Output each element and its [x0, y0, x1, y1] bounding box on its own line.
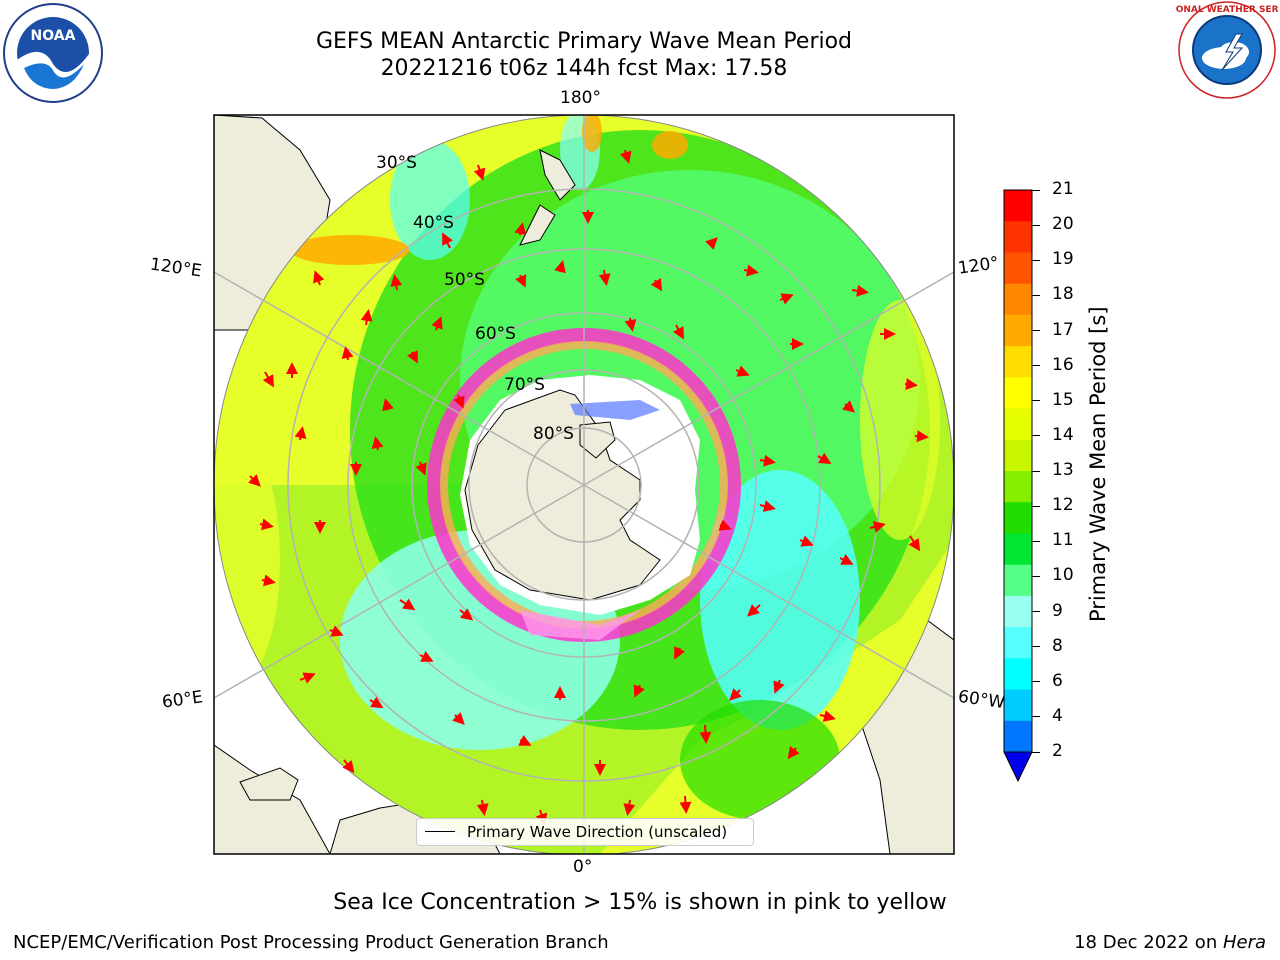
colorbar-swatch	[1004, 377, 1032, 410]
colorbar-tick-label: 11	[1052, 530, 1074, 551]
colorbar-tick-label: 12	[1052, 495, 1074, 516]
noaa-logo-icon: NOAA	[3, 3, 103, 103]
footer-right: 18 Dec 2022 on Hera	[1074, 932, 1266, 953]
lat-label-40s: 40°S	[413, 213, 454, 233]
colorbar-tick-mark	[1032, 470, 1040, 472]
sea-ice-caption: Sea Ice Concentration > 15% is shown in …	[333, 890, 947, 915]
colorbar-swatch	[1004, 314, 1032, 347]
svg-text:NATIONAL WEATHER SERVICE: NATIONAL WEATHER SERVICE	[1176, 5, 1278, 15]
footer-left: NCEP/EMC/Verification Post Processing Pr…	[13, 932, 609, 953]
title-line-2: 20221216 t06z 144h fcst Max: 17.58	[380, 56, 788, 81]
colorbar-tick-label: 9	[1052, 600, 1063, 621]
colorbar-tick-mark	[1032, 224, 1040, 226]
colorbar-tick-label: 21	[1052, 179, 1074, 199]
colorbar-swatch	[1004, 408, 1032, 441]
colorbar-tick-mark	[1032, 294, 1040, 296]
legend-line-icon	[425, 831, 455, 832]
colorbar-tick-label: 2	[1052, 741, 1063, 761]
noaa-logo-text: NOAA	[31, 28, 76, 44]
colorbar-tick-mark	[1032, 611, 1040, 612]
lat-label-80s: 80°S	[533, 424, 574, 444]
colorbar-swatch	[1004, 564, 1032, 597]
colorbar-swatch	[1004, 346, 1032, 378]
colorbar-tick-mark	[1032, 751, 1040, 753]
colorbar-tick-label: 4	[1052, 705, 1063, 726]
colorbar-tick-mark	[1032, 259, 1040, 261]
title-line-1: GEFS MEAN Antarctic Primary Wave Mean Pe…	[315, 29, 853, 54]
colorbar-swatch	[1004, 689, 1032, 722]
colorbar-tick-mark	[1032, 646, 1040, 648]
colorbar-swatch	[1004, 595, 1032, 628]
colorbar-swatch	[1004, 439, 1032, 472]
graticule	[214, 115, 954, 854]
colorbar-tick-label: 8	[1052, 635, 1063, 656]
colorbar-tick-label: 10	[1052, 565, 1074, 586]
colorbar-swatch	[1004, 190, 1032, 222]
colorbar-tick-mark	[1032, 189, 1040, 191]
colorbar-swatch	[1004, 283, 1032, 316]
colorbar-swatch	[1004, 658, 1032, 691]
lat-label-70s: 70°S	[504, 375, 545, 395]
colorbar-tick-mark	[1032, 505, 1040, 507]
footer-host: Hera	[1222, 932, 1266, 953]
colorbar-tick-label: 6	[1052, 670, 1063, 691]
colorbar-swatch	[1004, 252, 1032, 285]
colorbar-swatch	[1004, 502, 1032, 534]
colorbar-tick-label: 19	[1052, 249, 1074, 270]
colorbar-tick-mark	[1032, 575, 1040, 577]
colorbar-tick-label: 16	[1052, 354, 1074, 375]
lat-label-50s: 50°S	[444, 270, 485, 290]
colorbar-tick-label: 20	[1052, 214, 1074, 235]
colorbar-title: Primary Wave Mean Period [s]	[1086, 306, 1110, 622]
nws-logo-icon: NATIONAL WEATHER SERVICE	[1176, 1, 1278, 99]
legend-label: Primary Wave Direction (unscaled)	[467, 823, 728, 841]
footer-date: 18 Dec 2022 on	[1074, 932, 1223, 953]
antarctica-land	[464, 389, 661, 601]
colorbar	[1003, 189, 1033, 783]
colorbar-tick-mark	[1032, 681, 1040, 683]
lat-label-60s: 60°S	[475, 324, 516, 344]
colorbar-tick-mark	[1032, 365, 1040, 367]
colorbar-tick-mark	[1032, 435, 1040, 437]
colorbar-tick-mark	[1032, 330, 1040, 331]
colorbar-tick-label: 18	[1052, 284, 1074, 305]
map-legend: Primary Wave Direction (unscaled)	[416, 818, 754, 846]
colorbar-tick-mark	[1032, 716, 1040, 718]
colorbar-tick-mark	[1032, 400, 1040, 402]
colorbar-tick-label: 15	[1052, 389, 1074, 410]
colorbar-tick-mark	[1032, 540, 1040, 542]
colorbar-swatch	[1004, 221, 1032, 253]
colorbar-swatch	[1004, 533, 1032, 566]
colorbar-swatch	[1004, 720, 1032, 753]
lon-label-180: 180°	[560, 88, 601, 108]
wave-direction-arrows	[248, 149, 929, 826]
colorbar-tick-label: 13	[1052, 460, 1074, 480]
colorbar-tick-label: 17	[1052, 319, 1074, 340]
colorbar-tick-label: 14	[1052, 424, 1074, 445]
lon-label-0: 0°	[573, 857, 593, 877]
colorbar-swatch	[1004, 627, 1032, 659]
lat-label-30s: 30°S	[376, 153, 417, 173]
colorbar-swatch	[1004, 471, 1032, 503]
